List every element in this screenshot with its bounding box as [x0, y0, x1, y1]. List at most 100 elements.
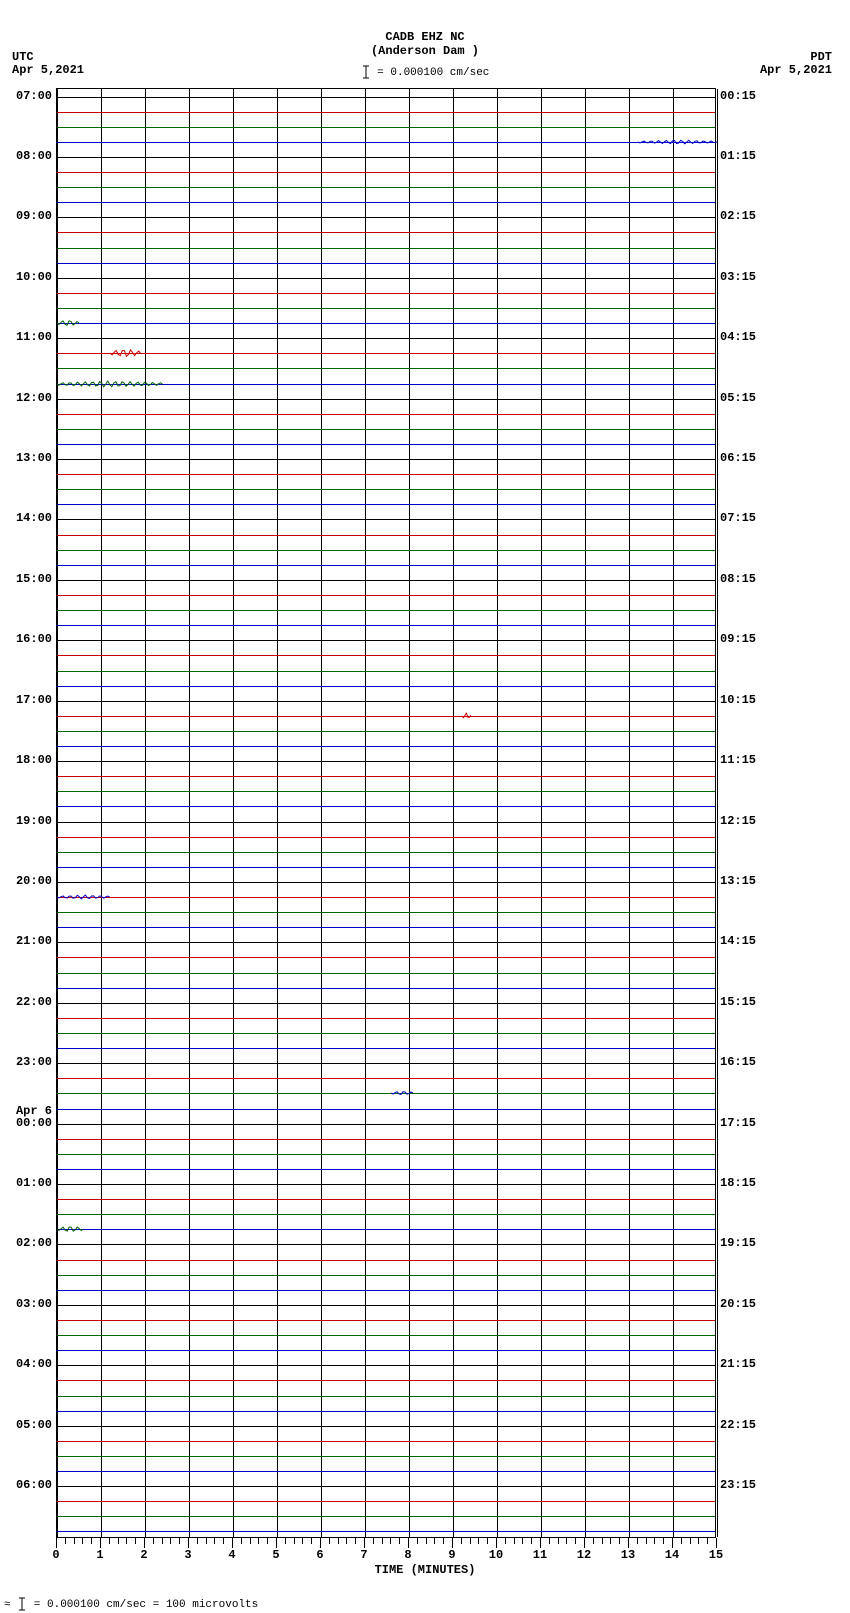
trace-line	[57, 157, 715, 158]
trace-line	[57, 731, 715, 732]
trace-line	[57, 1456, 715, 1457]
station-location: (Anderson Dam )	[0, 44, 850, 58]
trace-line	[57, 1531, 715, 1532]
xtick-minor	[663, 1538, 664, 1544]
utc-time-label: 12:00	[10, 391, 52, 405]
trace-line	[57, 550, 715, 551]
trace-line	[57, 1501, 715, 1502]
trace-line	[57, 1290, 715, 1291]
pdt-time-label: 21:15	[720, 1357, 756, 1371]
xtick-label: 1	[96, 1548, 103, 1562]
trace-line	[57, 580, 715, 581]
scale-bar-icon	[361, 64, 371, 80]
pdt-time-label: 10:15	[720, 693, 756, 707]
trace-line	[57, 988, 715, 989]
xtick-minor	[434, 1538, 435, 1544]
utc-time-label: 19:00	[10, 814, 52, 828]
trace-line	[57, 837, 715, 838]
xtick-minor	[505, 1538, 506, 1544]
right-timezone: PDT	[810, 50, 832, 64]
trace-line	[57, 1184, 715, 1185]
xtick-major	[232, 1538, 233, 1548]
seismic-event	[638, 139, 717, 145]
pdt-time-label: 17:15	[720, 1116, 756, 1130]
pdt-time-label: 03:15	[720, 270, 756, 284]
trace-line	[57, 172, 715, 173]
trace-line	[57, 444, 715, 445]
pdt-time-label: 09:15	[720, 632, 756, 646]
xtick-minor	[470, 1538, 471, 1544]
seismic-event	[57, 319, 79, 327]
trace-line	[57, 202, 715, 203]
trace-line	[57, 1154, 715, 1155]
trace-line	[57, 1199, 715, 1200]
utc-time-label: 04:00	[10, 1357, 52, 1371]
xtick-minor	[214, 1538, 215, 1544]
scale-text-top: = 0.000100 cm/sec	[371, 67, 490, 79]
xtick-minor	[558, 1538, 559, 1544]
footer-prefix: ≈	[4, 1599, 17, 1611]
trace-line	[57, 565, 715, 566]
xtick-label: 11	[533, 1548, 547, 1562]
utc-time-label: 02:00	[10, 1236, 52, 1250]
xtick-minor	[311, 1538, 312, 1544]
xtick-minor	[575, 1538, 576, 1544]
trace-line	[57, 1229, 715, 1230]
trace-line	[57, 882, 715, 883]
vgrid-line	[717, 89, 718, 1537]
trace-line	[57, 308, 715, 309]
trace-line	[57, 323, 715, 324]
xtick-minor	[478, 1538, 479, 1544]
trace-line	[57, 504, 715, 505]
utc-time-label: 22:00	[10, 995, 52, 1009]
xtick-minor	[302, 1538, 303, 1544]
xtick-minor	[109, 1538, 110, 1544]
xtick-minor	[461, 1538, 462, 1544]
pdt-time-label: 14:15	[720, 934, 756, 948]
xtick-minor	[170, 1538, 171, 1544]
xtick-label: 7	[360, 1548, 367, 1562]
xtick-minor	[126, 1538, 127, 1544]
xtick-label: 3	[184, 1548, 191, 1562]
pdt-time-label: 07:15	[720, 511, 756, 525]
xtick-major	[628, 1538, 629, 1548]
trace-line	[57, 1139, 715, 1140]
xtick-minor	[294, 1538, 295, 1544]
trace-line	[57, 640, 715, 641]
xtick-minor	[329, 1538, 330, 1544]
trace-line	[57, 671, 715, 672]
xtick-minor	[698, 1538, 699, 1544]
trace-line	[57, 852, 715, 853]
trace-line	[57, 459, 715, 460]
seismic-event	[57, 894, 110, 900]
seismogram-plot	[56, 88, 716, 1538]
xtick-minor	[153, 1538, 154, 1544]
trace-line	[57, 1305, 715, 1306]
trace-line	[57, 535, 715, 536]
pdt-time-label: 19:15	[720, 1236, 756, 1250]
xtick-minor	[426, 1538, 427, 1544]
xtick-minor	[285, 1538, 286, 1544]
trace-line	[57, 957, 715, 958]
xtick-minor	[681, 1538, 682, 1544]
xtick-minor	[549, 1538, 550, 1544]
xtick-minor	[241, 1538, 242, 1544]
trace-line	[57, 1365, 715, 1366]
xtick-major	[584, 1538, 585, 1548]
utc-time-label: 13:00	[10, 451, 52, 465]
pdt-time-label: 22:15	[720, 1418, 756, 1432]
trace-line	[57, 263, 715, 264]
xtick-minor	[487, 1538, 488, 1544]
trace-line	[57, 127, 715, 128]
trace-line	[57, 278, 715, 279]
pdt-time-label: 20:15	[720, 1297, 756, 1311]
xtick-major	[672, 1538, 673, 1548]
xtick-minor	[610, 1538, 611, 1544]
xtick-minor	[267, 1538, 268, 1544]
trace-line	[57, 217, 715, 218]
seismic-event	[57, 1225, 83, 1233]
xtick-minor	[118, 1538, 119, 1544]
trace-line	[57, 519, 715, 520]
trace-line	[57, 248, 715, 249]
trace-line	[57, 942, 715, 943]
